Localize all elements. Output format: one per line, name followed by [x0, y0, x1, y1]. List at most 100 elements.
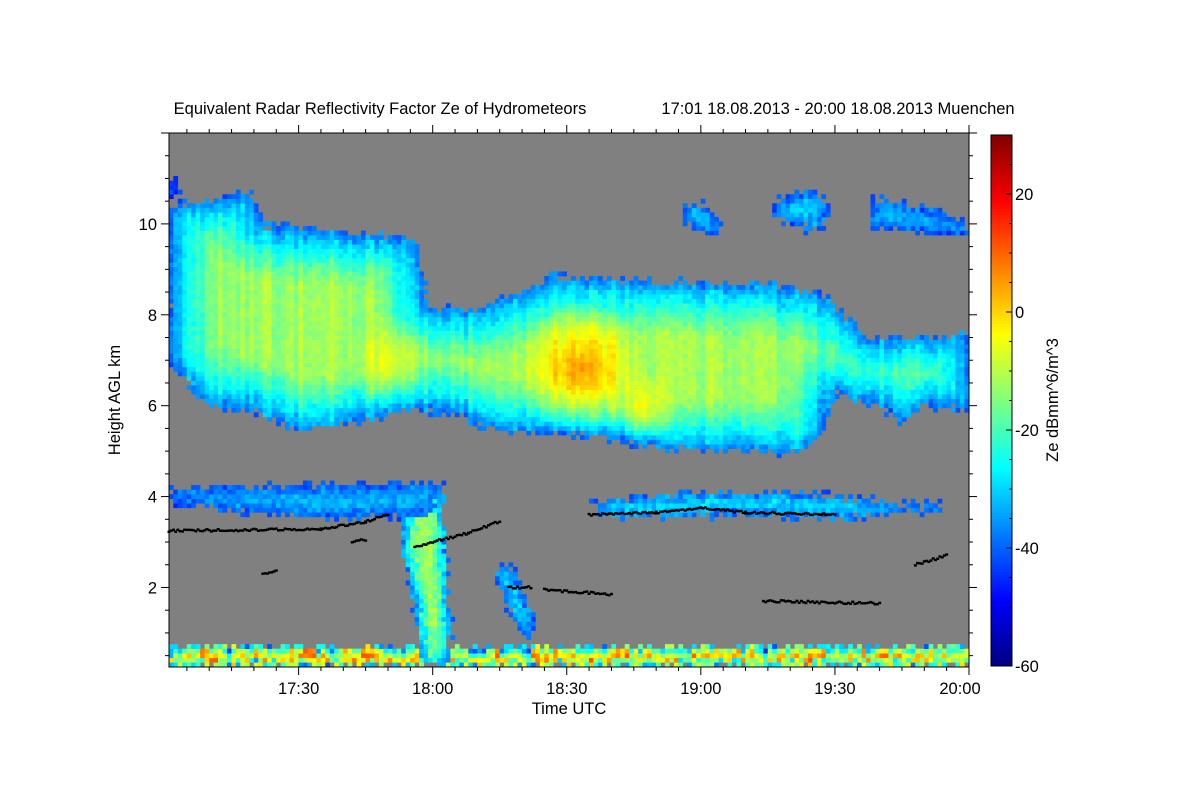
heatmap-cell: [311, 512, 317, 518]
heatmap-cell: [557, 335, 563, 340]
heatmap-cell: [383, 298, 389, 304]
heatmap-cell: [298, 289, 304, 295]
heatmap-cell: [405, 325, 411, 331]
heatmap-cell: [173, 239, 179, 245]
heatmap-cell: [338, 257, 344, 263]
heatmap-cell: [200, 385, 205, 390]
heatmap-cell: [177, 325, 183, 331]
heatmap-cell: [334, 244, 339, 250]
heatmap-cell: [428, 621, 433, 627]
heatmap-cell: [173, 226, 179, 231]
heatmap-cell: [571, 348, 576, 354]
heatmap-cell: [428, 357, 433, 363]
heatmap-cell: [204, 375, 210, 381]
heatmap-cell: [571, 416, 576, 422]
heatmap-cell: [293, 353, 299, 359]
heatmap-cell: [347, 416, 353, 422]
heatmap-cell: [423, 607, 429, 613]
heatmap-cell: [226, 244, 232, 250]
heatmap-cell: [258, 276, 264, 281]
heatmap-cell: [307, 366, 313, 372]
heatmap-cell: [235, 312, 241, 318]
heatmap-cell: [177, 357, 183, 363]
heatmap-cell: [356, 348, 362, 354]
heatmap-cell: [454, 335, 460, 340]
heatmap-cell: [454, 348, 460, 354]
heatmap-cell: [588, 416, 594, 422]
heatmap-cell: [329, 403, 335, 409]
heatmap-cell: [450, 330, 456, 336]
heatmap-cell: [329, 394, 335, 400]
heatmap-cell: [293, 403, 299, 409]
heatmap-cell: [562, 385, 567, 390]
heatmap-cell: [218, 380, 223, 386]
heatmap-cell: [235, 307, 241, 313]
heatmap-cell: [235, 385, 241, 390]
heatmap-cell: [526, 612, 532, 618]
heatmap-cell: [463, 335, 469, 340]
heatmap-cell: [191, 312, 196, 318]
heatmap-cell: [168, 325, 174, 331]
heatmap-cell: [302, 257, 308, 263]
heatmap-cell: [535, 644, 541, 649]
heatmap-cell: [361, 512, 366, 518]
heatmap-cell: [526, 616, 532, 622]
heatmap-cell: [588, 398, 594, 404]
heatmap-cell: [177, 303, 183, 309]
heatmap-cell: [597, 657, 603, 663]
heatmap-cell: [352, 348, 357, 354]
heatmap-cell: [343, 357, 348, 363]
heatmap-cell: [298, 266, 304, 272]
heatmap-cell: [195, 339, 201, 345]
heatmap-cell: [365, 407, 371, 413]
heatmap-cell: [575, 339, 581, 345]
heatmap-cell: [338, 248, 344, 254]
heatmap-cell: [562, 325, 567, 331]
heatmap-cell: [414, 571, 420, 577]
heatmap-cell: [218, 216, 223, 222]
heatmap-cell: [209, 335, 214, 340]
heatmap-cell: [419, 276, 424, 281]
heatmap-cell: [186, 216, 192, 222]
heatmap-cell: [437, 607, 442, 613]
heatmap-cell: [611, 375, 617, 381]
heatmap-cell: [209, 307, 214, 313]
heatmap-cell: [504, 303, 509, 309]
heatmap-cell: [423, 585, 429, 590]
heatmap-cell: [285, 221, 290, 227]
heatmap-cell: [508, 562, 514, 568]
heatmap-cell: [365, 366, 371, 372]
heatmap-cell: [428, 607, 433, 613]
heatmap-cell: [499, 562, 505, 568]
heatmap-cell: [191, 257, 196, 263]
heatmap-cell: [441, 607, 447, 613]
heatmap-cell: [423, 303, 429, 309]
heatmap-cell: [530, 380, 536, 386]
heatmap-cell: [414, 521, 420, 527]
heatmap-cell: [334, 403, 339, 409]
heatmap-cell: [477, 407, 482, 413]
heatmap-cell: [316, 503, 322, 509]
heatmap-cell: [490, 394, 496, 400]
heatmap-cell: [432, 371, 438, 377]
heatmap-cell: [195, 262, 201, 268]
heatmap-cell: [437, 648, 442, 654]
heatmap-cell: [347, 316, 353, 322]
heatmap-cell: [530, 616, 536, 622]
heatmap-cell: [302, 480, 308, 486]
heatmap-cell: [307, 239, 313, 245]
heatmap-cell: [204, 362, 210, 368]
heatmap-cell: [472, 407, 478, 413]
heatmap-cell: [477, 307, 482, 313]
heatmap-cell: [240, 362, 246, 368]
heatmap-cell: [235, 339, 241, 345]
heatmap-cell: [200, 248, 205, 254]
heatmap-cell: [486, 312, 491, 318]
heatmap-cell: [620, 371, 626, 377]
heatmap-cell: [620, 298, 626, 304]
heatmap-cell: [182, 335, 188, 340]
heatmap-cell: [235, 657, 241, 663]
heatmap-cell: [271, 230, 277, 236]
heatmap-cell: [235, 276, 241, 281]
heatmap-cell: [173, 271, 179, 277]
